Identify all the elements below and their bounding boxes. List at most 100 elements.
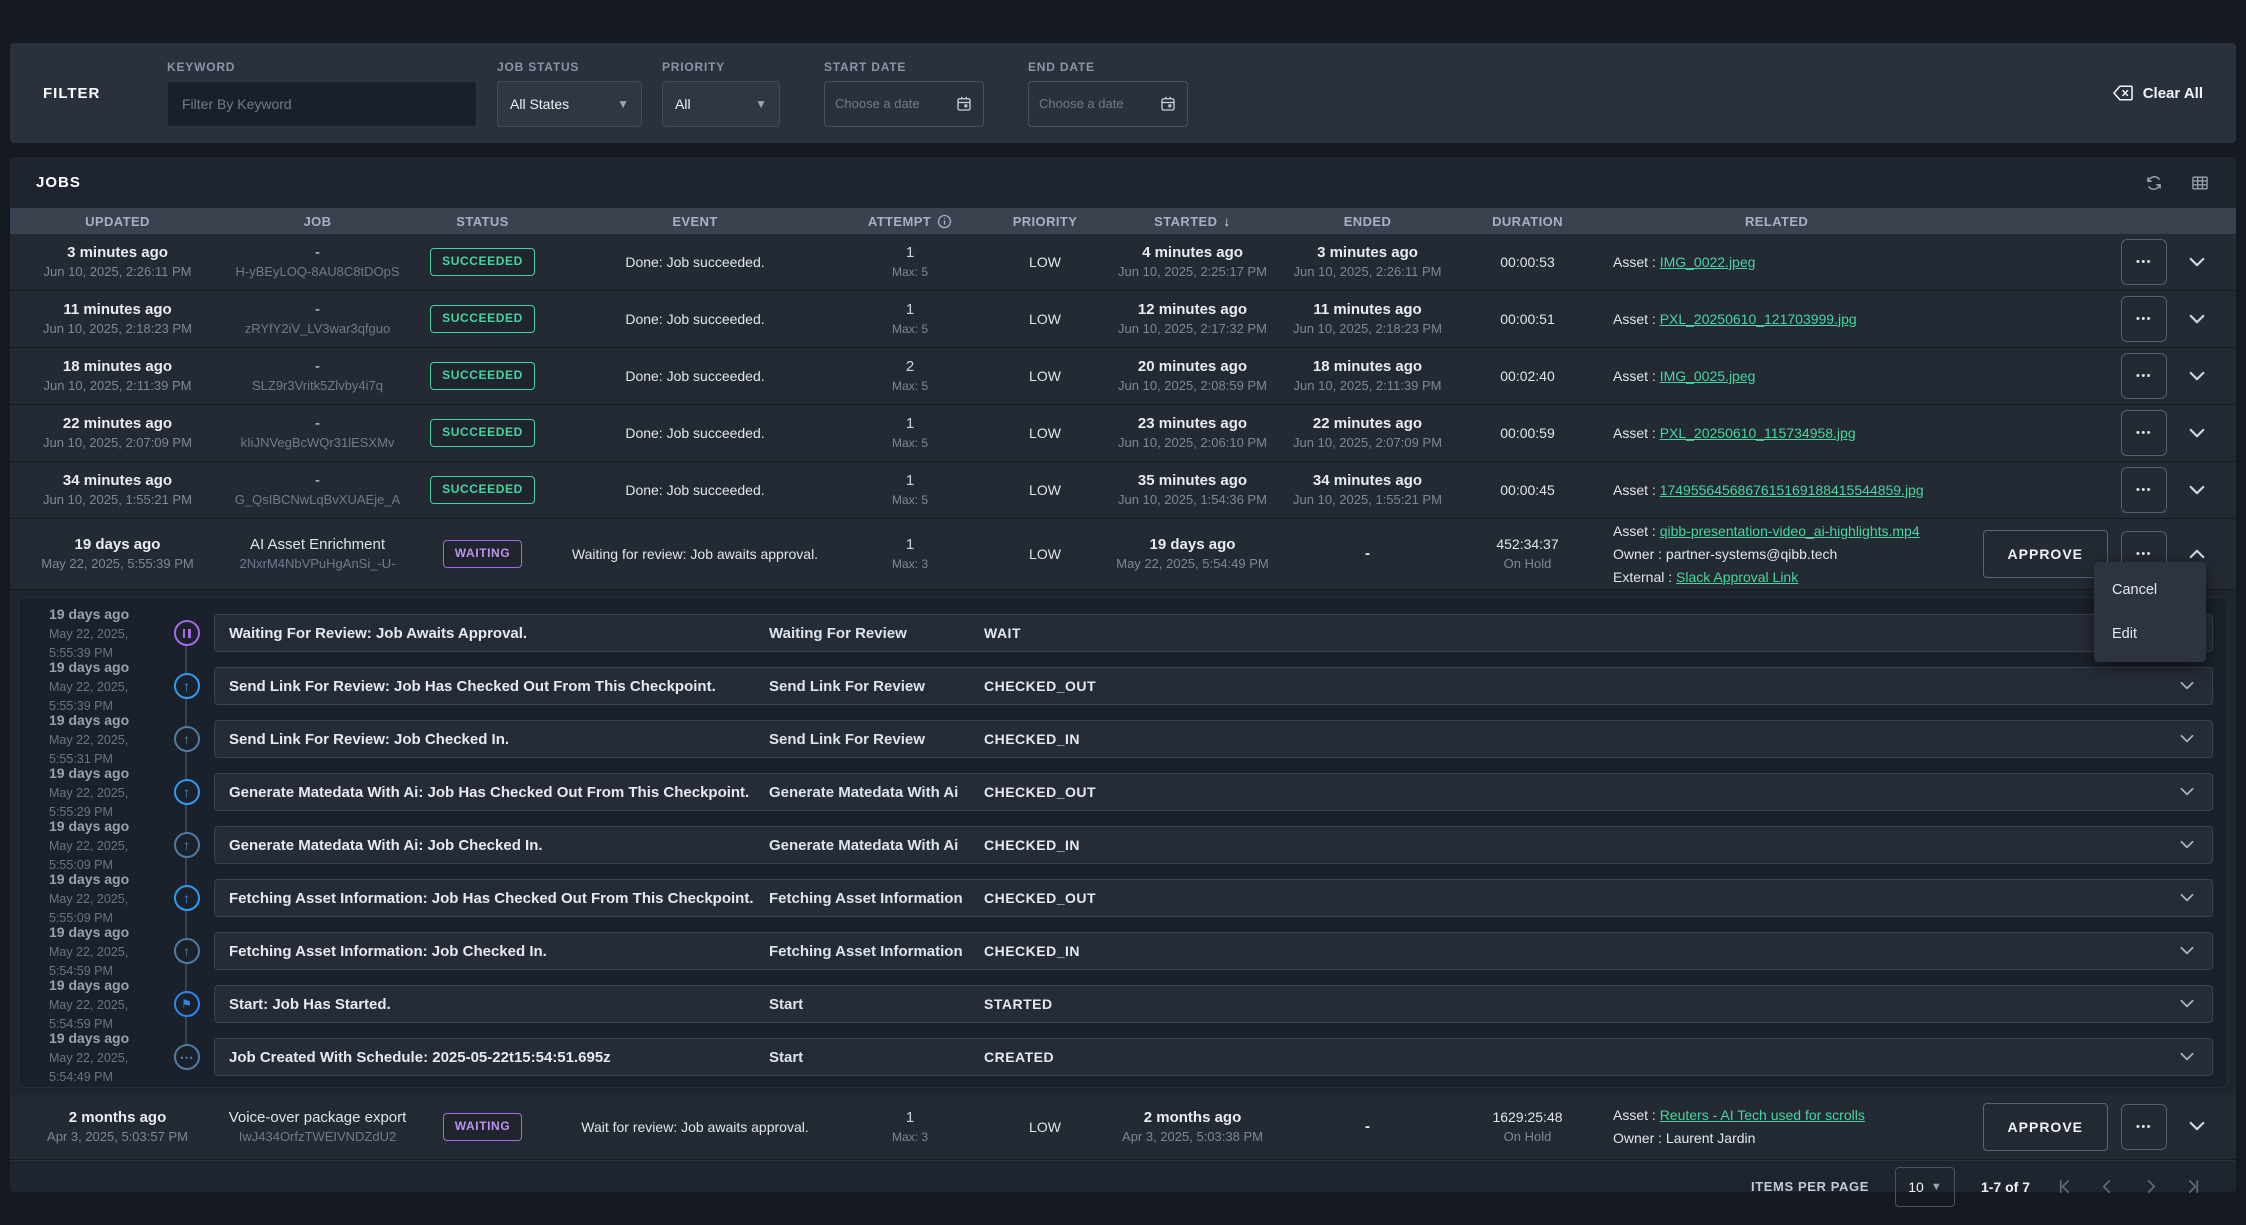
related-link[interactable]: partner-systems@qibb.tech bbox=[1666, 546, 1837, 562]
timeline-event-box[interactable]: Send Link For Review: Job Has Checked Ou… bbox=[214, 667, 2213, 705]
more-actions-button[interactable]: ••• bbox=[2121, 296, 2167, 342]
timeline-row[interactable]: 19 days ago May 22, 2025, 5:54:59 PM Fet… bbox=[19, 922, 2227, 975]
table-row[interactable]: 11 minutes ago Jun 10, 2025, 2:18:23 PM … bbox=[10, 291, 2236, 348]
actions-cell: ••• bbox=[1976, 467, 2236, 513]
column-header-priority[interactable]: PRIORITY bbox=[985, 214, 1105, 229]
expand-chevron-icon[interactable] bbox=[2180, 257, 2214, 268]
timeline-event-box[interactable]: Fetching Asset Information: Job Has Chec… bbox=[214, 879, 2213, 917]
timeline-row[interactable]: 19 days ago May 22, 2025, 5:54:49 PM Job… bbox=[19, 1028, 2227, 1081]
timeline-row[interactable]: 19 days ago May 22, 2025, 5:54:59 PM Sta… bbox=[19, 975, 2227, 1028]
related-link[interactable]: Laurent Jardin bbox=[1666, 1130, 1756, 1146]
table-row[interactable]: 3 minutes ago Jun 10, 2025, 2:26:11 PM -… bbox=[10, 234, 2236, 291]
menu-item-cancel[interactable]: Cancel bbox=[2094, 568, 2206, 612]
timeline-event-box[interactable]: Generate Matedata With Ai: Job Checked I… bbox=[214, 826, 2213, 864]
column-header-started[interactable]: STARTED ↓ bbox=[1105, 213, 1280, 229]
filter-title: FILTER bbox=[43, 85, 167, 102]
column-settings-icon[interactable] bbox=[2190, 173, 2210, 193]
chevron-down-icon[interactable] bbox=[2162, 893, 2212, 903]
timeline-row[interactable]: 19 days ago May 22, 2025, 5:55:39 PM Sen… bbox=[19, 657, 2227, 710]
timeline-event-box[interactable]: Send Link For Review: Job Checked In. Se… bbox=[214, 720, 2213, 758]
start-date-input[interactable]: Choose a date bbox=[824, 81, 984, 127]
expand-chevron-icon[interactable] bbox=[2180, 428, 2214, 439]
related-link[interactable]: 1749556456867615169188415544859.jpg bbox=[1660, 482, 1924, 498]
priority-select[interactable]: All ▼ bbox=[662, 81, 780, 127]
event-cell: Waiting for review: Job awaits approval. bbox=[555, 544, 835, 564]
end-date-input[interactable]: Choose a date bbox=[1028, 81, 1188, 127]
expand-chevron-icon[interactable] bbox=[2180, 314, 2214, 325]
column-header-related[interactable]: RELATED bbox=[1600, 214, 1976, 229]
timeline-event-box[interactable]: Fetching Asset Information: Job Checked … bbox=[214, 932, 2213, 970]
table-row[interactable]: 34 minutes ago Jun 10, 2025, 1:55:21 PM … bbox=[10, 462, 2236, 519]
column-header-job[interactable]: JOB bbox=[225, 214, 410, 229]
approve-button[interactable]: APPROVE bbox=[1983, 1103, 2108, 1151]
expand-chevron-icon[interactable] bbox=[2180, 485, 2214, 496]
chevron-down-icon[interactable] bbox=[2162, 999, 2212, 1009]
timeline-event-box[interactable]: Start: Job Has Started. Start STARTED bbox=[214, 985, 2213, 1023]
table-row[interactable]: 22 minutes ago Jun 10, 2025, 2:07:09 PM … bbox=[10, 405, 2236, 462]
chevron-down-icon[interactable] bbox=[2162, 1052, 2212, 1062]
timeline-state-icon bbox=[174, 991, 200, 1017]
column-header-status[interactable]: STATUS bbox=[410, 214, 555, 229]
timeline-state: CHECKED_OUT bbox=[984, 784, 2162, 800]
table-row[interactable]: 18 minutes ago Jun 10, 2025, 2:11:39 PM … bbox=[10, 348, 2236, 405]
timeline-event-box[interactable]: Generate Matedata With Ai: Job Has Check… bbox=[214, 773, 2213, 811]
timeline-event-box[interactable]: Job Created With Schedule: 2025-05-22t15… bbox=[214, 1038, 2213, 1076]
related-link[interactable]: qibb-presentation-video_ai-highlights.mp… bbox=[1660, 523, 1920, 539]
related-link[interactable]: Slack Approval Link bbox=[1676, 569, 1798, 585]
job-status-select[interactable]: All States ▼ bbox=[497, 81, 642, 127]
items-per-page-select[interactable]: 10 ▼ bbox=[1895, 1167, 1955, 1207]
expand-chevron-icon[interactable] bbox=[2180, 371, 2214, 382]
chevron-down-icon[interactable] bbox=[2162, 787, 2212, 797]
event-cell: Done: Job succeeded. bbox=[555, 423, 835, 443]
status-cell: WAITING bbox=[410, 540, 555, 567]
timeline-row[interactable]: 19 days ago May 22, 2025, 5:55:09 PM Fet… bbox=[19, 869, 2227, 922]
menu-item-edit[interactable]: Edit bbox=[2094, 612, 2206, 656]
related-link[interactable]: PXL_20250610_115734958.jpg bbox=[1660, 425, 1856, 441]
chevron-down-icon[interactable] bbox=[2162, 734, 2212, 744]
table-row[interactable]: 19 days ago May 22, 2025, 5:55:39 PM AI … bbox=[10, 519, 2236, 590]
info-icon[interactable] bbox=[937, 214, 952, 229]
column-header-duration[interactable]: DURATION bbox=[1455, 214, 1600, 229]
duration-cell: 00:02:40 bbox=[1455, 366, 1600, 386]
more-actions-button[interactable]: ••• bbox=[2121, 353, 2167, 399]
related-link[interactable]: IMG_0025.jpeg bbox=[1660, 368, 1756, 384]
timeline-row[interactable]: 19 days ago May 22, 2025, 5:55:09 PM Gen… bbox=[19, 816, 2227, 869]
previous-page-button[interactable] bbox=[2099, 1178, 2116, 1195]
expand-chevron-icon[interactable] bbox=[2180, 1121, 2214, 1132]
chevron-down-icon[interactable] bbox=[2162, 946, 2212, 956]
last-page-button[interactable] bbox=[2185, 1178, 2202, 1195]
status-cell: SUCCEEDED bbox=[410, 305, 555, 332]
column-header-updated[interactable]: UPDATED bbox=[10, 214, 225, 229]
chevron-down-icon[interactable] bbox=[2162, 840, 2212, 850]
chevron-down-icon[interactable] bbox=[2162, 681, 2212, 691]
jobs-header: JOBS bbox=[10, 157, 2236, 208]
timeline-row[interactable]: 19 days ago May 22, 2025, 5:55:31 PM Sen… bbox=[19, 710, 2227, 763]
keyword-input[interactable] bbox=[167, 81, 477, 127]
related-link[interactable]: IMG_0022.jpeg bbox=[1660, 254, 1756, 270]
timeline-state-icon bbox=[174, 938, 200, 964]
refresh-icon[interactable] bbox=[2144, 173, 2164, 193]
more-actions-button[interactable]: ••• bbox=[2121, 1104, 2167, 1150]
calendar-icon[interactable] bbox=[955, 95, 973, 113]
calendar-icon[interactable] bbox=[1159, 95, 1177, 113]
next-page-button[interactable] bbox=[2142, 1178, 2159, 1195]
timeline-event-box[interactable]: Waiting For Review: Job Awaits Approval.… bbox=[214, 614, 2213, 652]
more-actions-button[interactable]: ••• bbox=[2121, 239, 2167, 285]
related-link[interactable]: PXL_20250610_121703999.jpg bbox=[1660, 311, 1857, 327]
more-actions-button[interactable]: ••• bbox=[2121, 467, 2167, 513]
more-actions-button[interactable]: ••• bbox=[2121, 410, 2167, 456]
timeline-checkpoint: Generate Matedata With Ai bbox=[769, 784, 984, 801]
related-line: Owner : partner-systems@qibb.tech bbox=[1613, 544, 1837, 564]
approve-button[interactable]: APPROVE bbox=[1983, 530, 2108, 578]
table-row[interactable]: 2 months ago Apr 3, 2025, 5:03:57 PM Voi… bbox=[10, 1095, 2236, 1160]
column-header-event[interactable]: EVENT bbox=[555, 214, 835, 229]
column-header-ended[interactable]: ENDED bbox=[1280, 214, 1455, 229]
started-cell: 12 minutes ago Jun 10, 2025, 2:17:32 PM bbox=[1105, 299, 1280, 340]
expand-chevron-icon[interactable] bbox=[2180, 548, 2214, 559]
column-header-attempt[interactable]: ATTEMPT bbox=[835, 214, 985, 229]
related-link[interactable]: Reuters - AI Tech used for scrolls bbox=[1660, 1107, 1865, 1123]
timeline-row[interactable]: 19 days ago May 22, 2025, 5:55:39 PM Wai… bbox=[19, 604, 2227, 657]
clear-all-button[interactable]: Clear All bbox=[2112, 84, 2203, 102]
timeline-row[interactable]: 19 days ago May 22, 2025, 5:55:29 PM Gen… bbox=[19, 763, 2227, 816]
first-page-button[interactable] bbox=[2056, 1178, 2073, 1195]
